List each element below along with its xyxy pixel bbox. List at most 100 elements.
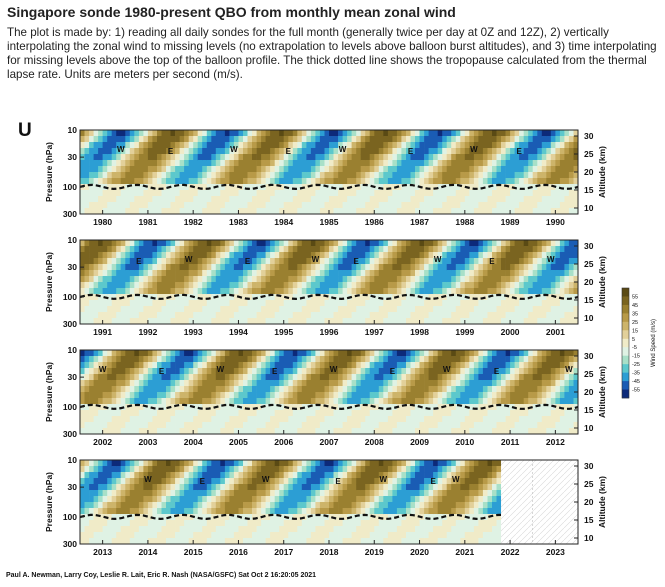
heat-cell xyxy=(138,240,144,247)
heat-cell xyxy=(347,130,352,137)
heat-cell xyxy=(338,208,343,215)
heat-cell xyxy=(437,350,443,357)
heat-cell xyxy=(89,532,94,539)
heat-cell xyxy=(202,306,208,313)
heat-cell xyxy=(378,318,384,325)
heat-cell xyxy=(541,312,547,319)
heat-cell xyxy=(469,196,475,203)
heat-cell xyxy=(292,196,298,203)
heat-cell xyxy=(415,410,420,417)
heat-cell xyxy=(116,508,122,515)
heat-cell xyxy=(365,208,371,215)
heat-cell xyxy=(514,196,520,203)
heat-cell xyxy=(138,520,144,527)
heat-cell xyxy=(401,386,407,393)
heat-cell xyxy=(410,166,416,173)
heat-cell xyxy=(93,160,99,167)
heat-cell xyxy=(147,148,153,155)
heat-cell xyxy=(333,428,339,435)
heat-cell xyxy=(396,208,402,215)
heat-cell xyxy=(147,386,153,393)
heat-cell xyxy=(469,142,475,149)
heat-cell xyxy=(125,532,131,539)
heat-cell xyxy=(501,136,506,143)
heat-cell xyxy=(279,362,285,369)
heat-cell xyxy=(147,356,153,363)
heat-cell xyxy=(347,300,352,307)
heat-cell xyxy=(406,130,411,137)
heat-cell xyxy=(292,312,298,319)
heat-cell xyxy=(550,404,556,411)
heat-cell xyxy=(546,246,552,253)
heat-cell xyxy=(247,252,253,259)
heat-cell xyxy=(107,276,113,283)
heat-cell xyxy=(215,428,221,435)
heat-cell xyxy=(365,362,371,369)
heat-cell xyxy=(437,318,443,325)
heat-cell xyxy=(166,356,171,363)
heat-cell xyxy=(523,202,529,209)
heat-cell xyxy=(342,270,348,277)
heat-cell xyxy=(310,166,316,173)
heat-cell xyxy=(80,472,85,479)
heat-cell xyxy=(224,246,230,253)
heat-cell xyxy=(496,264,502,271)
heat-cell xyxy=(383,240,389,247)
heat-cell xyxy=(410,398,416,405)
heat-cell xyxy=(297,240,303,247)
heat-cell xyxy=(559,270,565,277)
heat-cell xyxy=(528,288,534,295)
heat-cell xyxy=(492,318,497,325)
heat-cell xyxy=(324,148,330,155)
heat-cell xyxy=(487,264,493,271)
heat-cell xyxy=(528,130,534,137)
heat-cell xyxy=(170,130,176,137)
heat-cell xyxy=(378,356,384,363)
heat-cell xyxy=(179,404,185,411)
heat-cell xyxy=(306,410,312,417)
heat-cell xyxy=(319,392,325,399)
heat-cell xyxy=(437,386,443,393)
heat-cell xyxy=(473,258,479,265)
heat-cell xyxy=(329,148,334,155)
heat-cell xyxy=(107,508,113,515)
heat-cell xyxy=(129,142,135,149)
heat-cell xyxy=(383,374,389,381)
heat-cell xyxy=(211,264,217,271)
heat-cell xyxy=(392,380,398,387)
heat-cell xyxy=(310,190,316,197)
heat-cell xyxy=(98,196,103,203)
heat-cell xyxy=(419,392,425,399)
heat-cell xyxy=(537,172,543,179)
heat-cell xyxy=(134,398,140,405)
heat-cell xyxy=(568,350,574,357)
heat-cell xyxy=(93,136,99,143)
heat-cell xyxy=(265,398,271,405)
heat-cell xyxy=(143,306,149,313)
heat-cell xyxy=(396,264,402,271)
heat-cell xyxy=(206,208,212,215)
heat-cell xyxy=(360,184,366,191)
heat-cell xyxy=(220,178,226,185)
heat-cell xyxy=(261,374,266,381)
heat-cell xyxy=(179,276,185,283)
heat-cell xyxy=(143,208,149,215)
heat-cell xyxy=(206,422,212,429)
heat-cell xyxy=(256,386,262,393)
heat-cell xyxy=(428,300,434,307)
heat-cell xyxy=(392,136,398,143)
heat-cell xyxy=(365,294,371,301)
heat-cell xyxy=(152,416,158,423)
heat-cell xyxy=(347,178,352,185)
heat-cell xyxy=(347,166,352,173)
heat-cell xyxy=(351,154,357,161)
heat-cell xyxy=(406,398,411,405)
heat-cell xyxy=(347,422,352,429)
heat-cell xyxy=(84,142,90,149)
heat-cell xyxy=(175,264,180,271)
heat-cell xyxy=(356,368,362,375)
heat-cell xyxy=(415,404,420,411)
heat-cell xyxy=(378,362,384,369)
heat-cell xyxy=(306,362,312,369)
heat-cell xyxy=(378,294,384,301)
